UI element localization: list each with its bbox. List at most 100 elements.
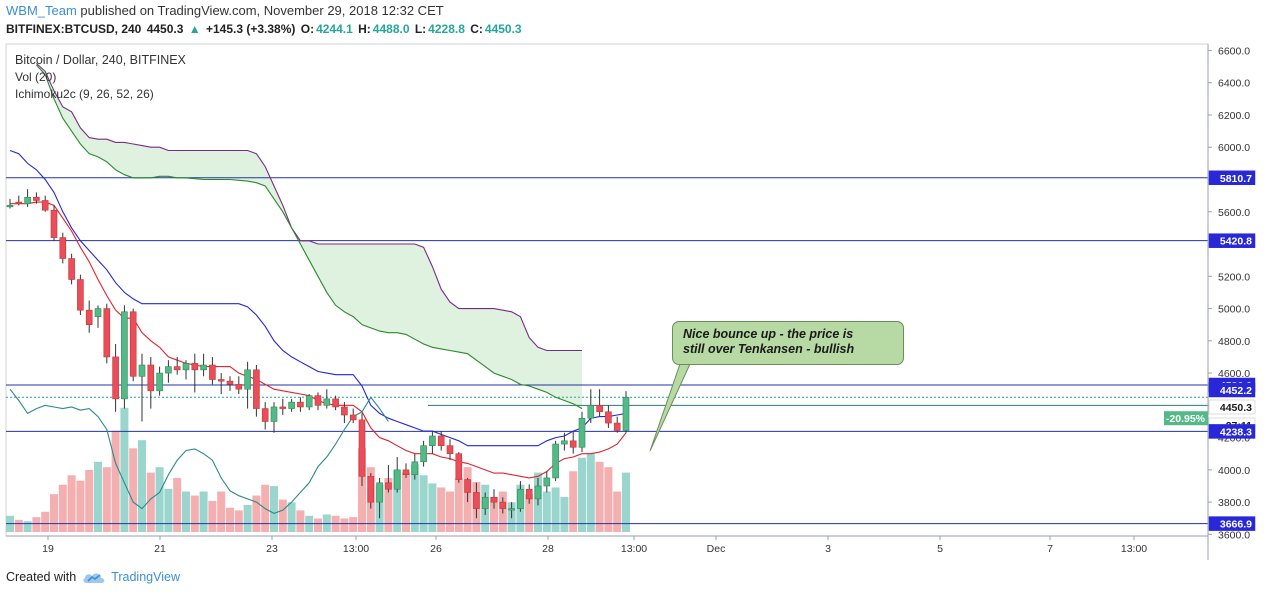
candle-body bbox=[367, 476, 375, 503]
legend-ichimoku[interactable]: Ichimoku2c (9, 26, 52, 26) bbox=[15, 87, 154, 101]
candle-body bbox=[578, 417, 586, 448]
candle-body bbox=[561, 440, 568, 445]
time-tick-label: 19 bbox=[42, 543, 54, 555]
candle-body bbox=[305, 395, 313, 408]
candle-body bbox=[200, 364, 207, 371]
note-pointer bbox=[649, 363, 691, 452]
time-tick-label: 28 bbox=[542, 543, 554, 555]
candle-body bbox=[358, 419, 366, 477]
publish-info: published on TradingView.com, November 2… bbox=[80, 3, 444, 18]
price-tick-label: 4800.0 bbox=[1218, 336, 1250, 348]
volume-bar bbox=[595, 461, 604, 532]
senkou-span-b-line bbox=[36, 62, 582, 352]
volume-bar bbox=[604, 467, 613, 532]
kijun-sen-line bbox=[9, 149, 627, 447]
candle-body bbox=[508, 508, 515, 511]
volume-bar bbox=[243, 505, 252, 532]
candle-body bbox=[235, 384, 243, 390]
open-value: 4244.1 bbox=[316, 22, 353, 36]
annotation-note[interactable]: Nice bounce up - the price is still over… bbox=[672, 321, 904, 365]
volume-bar bbox=[199, 491, 208, 532]
candle-body bbox=[613, 422, 621, 431]
created-with-text: Created with bbox=[6, 570, 77, 584]
price-tick-label: 6400.0 bbox=[1218, 78, 1250, 90]
low-value: 4228.8 bbox=[428, 22, 465, 36]
volume-bar bbox=[349, 517, 358, 532]
ichimoku-cloud-layer bbox=[36, 63, 582, 409]
ichimoku-cloud bbox=[36, 63, 582, 409]
candle-body bbox=[165, 366, 172, 374]
candle-body bbox=[393, 469, 401, 490]
volume-bar bbox=[490, 496, 498, 532]
candle-body bbox=[85, 309, 93, 325]
candle-body bbox=[288, 401, 295, 409]
volume-layer bbox=[6, 407, 630, 532]
volume-bar bbox=[314, 518, 322, 532]
volume-bar bbox=[358, 448, 366, 532]
tradingview-brand-link[interactable]: TradingView bbox=[82, 570, 180, 584]
volume-bar bbox=[525, 494, 534, 532]
volume-bar bbox=[419, 475, 428, 532]
volume-bar bbox=[270, 486, 278, 532]
volume-bar bbox=[23, 521, 32, 532]
volume-bar bbox=[146, 472, 155, 532]
price-tick-label: 6000.0 bbox=[1218, 142, 1250, 154]
candle-body bbox=[59, 237, 67, 259]
price-change: +145.3 (+3.38%) bbox=[205, 22, 296, 36]
symbol-name: BITFINEX:BTCUSD, 240 bbox=[6, 22, 142, 36]
symbol-header: BITFINEX:BTCUSD, 240 4450.3 ▲ +145.3 (+3… bbox=[6, 21, 524, 37]
volume-bar bbox=[85, 469, 94, 532]
candle-body bbox=[385, 482, 392, 490]
price-labels-layer: 5810.75420.84526.04452.24450.327:114238.… bbox=[1164, 170, 1256, 531]
candle-body bbox=[103, 308, 111, 358]
candle-body bbox=[552, 443, 559, 479]
footer: Created with TradingView bbox=[6, 570, 180, 584]
candle-body bbox=[112, 356, 119, 400]
candle-body bbox=[437, 435, 445, 446]
candle-body bbox=[446, 445, 454, 455]
volume-bar bbox=[340, 518, 349, 532]
volume-bar bbox=[226, 507, 234, 532]
candle-body bbox=[464, 479, 471, 493]
price-tick-label: 6200.0 bbox=[1218, 110, 1250, 122]
volume-bar bbox=[102, 467, 111, 532]
volume-bar bbox=[111, 430, 120, 532]
candle-body bbox=[191, 363, 199, 371]
time-tick-label: 3 bbox=[825, 543, 831, 555]
volume-bar bbox=[287, 502, 296, 532]
open-label: O: bbox=[300, 22, 315, 36]
author-link[interactable]: WBM_Team bbox=[6, 3, 77, 18]
candle-body bbox=[94, 308, 102, 317]
time-tick-label: 23 bbox=[266, 543, 278, 555]
volume-bar bbox=[164, 488, 173, 532]
volume-bar bbox=[551, 487, 560, 532]
candle-body bbox=[209, 364, 216, 380]
candle-body bbox=[490, 496, 498, 503]
high-value: 4488.0 bbox=[372, 22, 410, 36]
high-label: H: bbox=[358, 22, 371, 36]
candle-body bbox=[77, 279, 84, 311]
candle-body bbox=[499, 501, 507, 509]
candles-layer bbox=[6, 189, 630, 519]
candle-body bbox=[525, 488, 533, 500]
price-label-text: 4238.3 bbox=[1220, 426, 1252, 438]
candle-body bbox=[68, 258, 75, 280]
price-label-text: 5420.8 bbox=[1220, 236, 1252, 248]
candle-body bbox=[605, 411, 612, 424]
ichimoku-lines-layer bbox=[9, 62, 627, 515]
candle-body bbox=[147, 364, 155, 392]
volume-bar bbox=[120, 407, 129, 532]
percent-label-text: -20.95% bbox=[1166, 413, 1206, 425]
time-tick-label: 13:00 bbox=[621, 543, 647, 555]
price-tick-label: 5600.0 bbox=[1218, 207, 1250, 219]
legend-volume[interactable]: Vol (20) bbox=[15, 70, 57, 84]
volume-bar bbox=[586, 453, 595, 532]
volume-bar bbox=[560, 496, 569, 532]
up-arrow-icon: ▲ bbox=[188, 22, 201, 36]
legend-title[interactable]: Bitcoin / Dollar, 240, BITFINEX bbox=[15, 53, 186, 67]
volume-bar bbox=[76, 480, 85, 532]
candle-body bbox=[587, 405, 595, 419]
volume-bar bbox=[94, 461, 102, 532]
senkou-span-a-line bbox=[35, 64, 583, 410]
